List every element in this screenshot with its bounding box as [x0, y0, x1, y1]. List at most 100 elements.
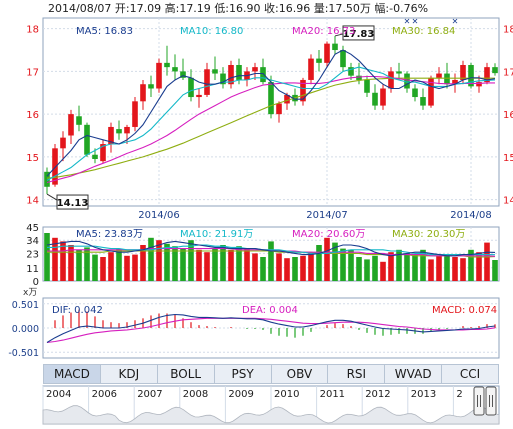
volume-bar [324, 237, 330, 281]
volume-bar [308, 252, 314, 281]
volume-ma-legend-2: MA20: 20.60万 [292, 229, 365, 240]
candle-body [412, 88, 418, 98]
volume-bar [340, 248, 346, 281]
volume-bar [236, 246, 242, 281]
candle-body [492, 67, 498, 74]
candle-body [436, 73, 442, 78]
volume-bar [412, 254, 418, 281]
max-callout-line [334, 33, 344, 37]
volume-bar [268, 241, 274, 281]
price-ma10-line [46, 66, 496, 181]
volume-bar [164, 243, 170, 281]
volume-y-tick: 45 [26, 223, 39, 234]
macd-value-legend: MACD: 0.074 [432, 305, 497, 316]
volume-bar [332, 242, 338, 281]
volume-bar [356, 257, 362, 281]
candle-body [372, 92, 378, 106]
price-y-tick-right: 16 [503, 110, 513, 121]
volume-bar [492, 260, 498, 281]
volume-bar [68, 245, 74, 281]
volume-ma-legend-0: MA5: 23.83万 [76, 229, 143, 240]
tab-cci[interactable]: CCI [459, 367, 481, 381]
volume-bar [292, 257, 298, 281]
volume-unit-label: x万 [23, 288, 37, 298]
quote-header: 2014/08/07 开:17.09 高:17.19 低:16.90 收:16.… [48, 1, 428, 15]
candle-body [260, 67, 266, 83]
navigator-year-label: 2011 [320, 389, 345, 400]
volume-bar [116, 248, 122, 281]
candle-body [180, 71, 186, 78]
min-price-label: 14.13 [57, 198, 89, 209]
min-callout-line [46, 193, 58, 201]
candle-body [476, 82, 482, 87]
volume-bar [428, 259, 434, 281]
price-y-tick-right: 17 [503, 67, 513, 78]
candle-body [364, 79, 370, 93]
candle-body [228, 65, 234, 85]
tab-macd[interactable]: MACD [44, 365, 101, 383]
candle-body [300, 79, 306, 102]
volume-bar [212, 248, 218, 281]
candle-body [124, 126, 130, 134]
volume-bar [372, 255, 378, 281]
price-x-tick: 2014/07 [306, 210, 348, 221]
header-open: 开:17.09 [115, 2, 165, 15]
header-high: 高:17.19 [165, 1, 215, 15]
volume-bar [84, 247, 90, 281]
price-y-tick-right: 14 [503, 196, 513, 207]
volume-bar [92, 254, 98, 281]
volume-bar [476, 252, 482, 281]
candle-body [324, 43, 330, 63]
price-y-tick-left: 14 [26, 196, 39, 207]
candle-body [444, 73, 450, 85]
tab-rsi[interactable]: RSI [328, 365, 386, 383]
candle-body [332, 43, 338, 51]
volume-bar [156, 240, 162, 281]
macd-y-tick: 0.000 [12, 324, 39, 335]
volume-bar [52, 237, 58, 281]
volume-bar [380, 261, 386, 281]
volume-y-tick: 0 [33, 277, 39, 288]
candle-body [60, 137, 66, 149]
volume-bar [452, 257, 458, 281]
candle-body [404, 73, 410, 89]
tab-boll[interactable]: BOLL [158, 365, 215, 383]
volume-bar [260, 257, 266, 281]
price-ma-legend-1: MA10: 16.80 [180, 26, 243, 37]
candle-body [164, 62, 170, 68]
tab-kdj[interactable]: KDJ [101, 365, 158, 383]
volume-bar [228, 249, 234, 281]
candle-body [172, 67, 178, 72]
candle-body [356, 75, 362, 80]
candle-body [340, 50, 346, 68]
candle-body [108, 126, 114, 145]
volume-bar [204, 252, 210, 281]
volume-bar [100, 257, 106, 281]
candle-body [428, 77, 434, 106]
tab-wvad[interactable]: WVAD [385, 365, 443, 383]
candle-body [52, 148, 58, 185]
volume-bar [300, 255, 306, 281]
tab-psy[interactable]: PSY [215, 365, 272, 383]
price-ma5-line [46, 49, 496, 177]
candle-body [212, 69, 218, 74]
navigator-year-label: 2012 [365, 389, 390, 400]
navigator-year-label: 2007 [137, 389, 162, 400]
candle-body [68, 114, 74, 136]
candle-body [116, 129, 122, 134]
tab-obv[interactable]: OBV [272, 365, 329, 383]
volume-bar [396, 249, 402, 281]
volume-ma5-line [46, 240, 496, 257]
volume-bar [172, 246, 178, 281]
macd-dif-line [46, 313, 496, 343]
candle-body [44, 171, 50, 187]
signal-marker: ✕ [404, 17, 411, 26]
candle-body [396, 71, 402, 74]
navigator-year-label: 2006 [92, 389, 117, 400]
candle-body [388, 71, 394, 89]
macd-dea-legend: DEA: 0.004 [242, 305, 298, 316]
volume-bar [284, 258, 290, 281]
candle-body [284, 94, 290, 104]
volume-bar [484, 242, 490, 281]
